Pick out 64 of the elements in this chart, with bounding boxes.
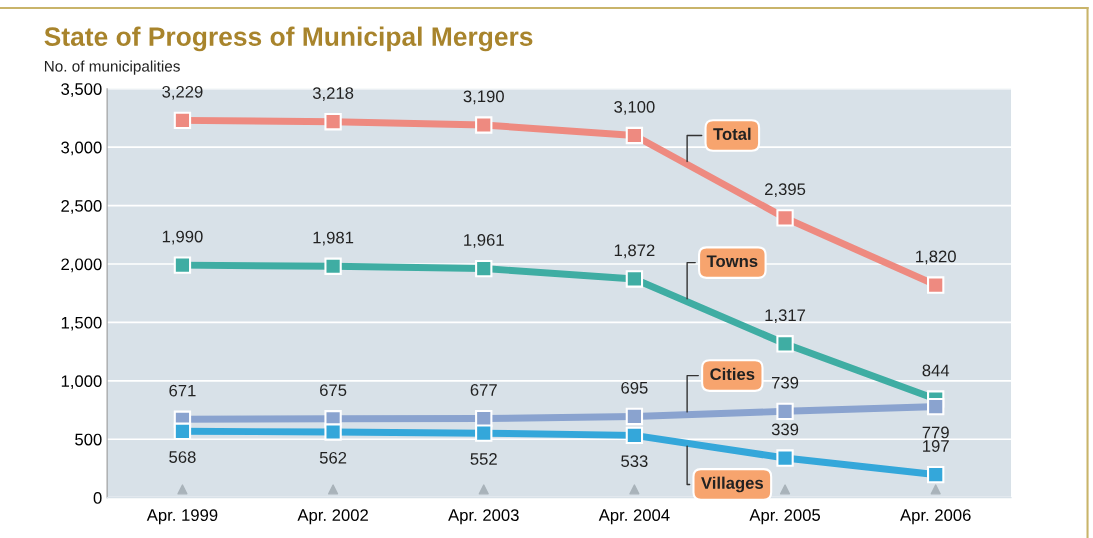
data-label: 1,872 [614,244,655,259]
point [324,257,342,275]
data-label: 2,395 [765,183,806,198]
data-label: 552 [470,453,497,465]
y-tick-label: 500 [75,433,102,446]
point [475,259,493,278]
point [776,335,794,353]
chart-title: State of Progress of Municipal Mergers [44,26,533,52]
data-label: 562 [319,451,347,464]
data-label: 739 [772,376,799,389]
point [475,116,493,134]
series-label: Cities [710,367,755,381]
data-label: 533 [621,455,648,468]
x-tick-label: Apr. 2005 [749,509,821,525]
x-tick-label: Apr. 2002 [297,509,368,525]
data-label: 779 [922,426,949,439]
point [173,422,192,440]
point [927,397,945,416]
point [927,276,945,294]
data-label: 1,317 [765,309,806,324]
data-label: 671 [169,384,196,397]
point [324,423,342,441]
y-tick-label: 1,000 [61,375,102,389]
data-label: 3,229 [162,85,203,100]
data-label: 677 [470,384,497,396]
point [776,449,794,467]
y-tick-label: 0 [93,492,102,504]
y-tick-label: 3,000 [61,141,102,156]
point [927,465,945,484]
data-label: 1,990 [162,230,203,245]
data-label: 3,218 [312,87,354,101]
data-label: 339 [771,423,799,436]
data-label: 844 [922,364,950,377]
point [173,111,192,130]
x-tick-label: Apr. 2004 [598,509,670,525]
point [475,424,493,442]
data-label: 1,981 [313,231,354,246]
x-tick-label: Apr. 2003 [448,509,519,525]
text: Towns [706,255,758,268]
data-label: 1,820 [916,250,956,265]
y-tick-label: 2,500 [61,199,102,214]
point [625,270,644,288]
x-tick-label: Apr. 1999 [146,509,218,525]
y-axis-title: No. of municipalities [44,60,180,75]
point [173,256,192,274]
data-label: 1,961 [464,234,504,248]
series-label: Villages [701,476,763,493]
data-label: 197 [923,440,949,452]
data-label: 695 [621,381,648,394]
data-label: 3,100 [614,100,655,115]
data-label: 675 [320,384,347,397]
data-label: 3,190 [463,90,504,105]
x-tick-label: Apr. 2006 [900,509,971,525]
text: Total [713,127,751,140]
point [324,113,342,131]
data-label: 568 [169,451,196,463]
point [625,407,644,426]
point [625,426,644,445]
point [625,126,644,145]
point [776,402,794,420]
y-tick-label: 1,500 [61,316,102,331]
point [776,209,794,227]
y-tick-label: 3,500 [61,83,102,97]
y-tick-label: 2,000 [61,258,102,273]
